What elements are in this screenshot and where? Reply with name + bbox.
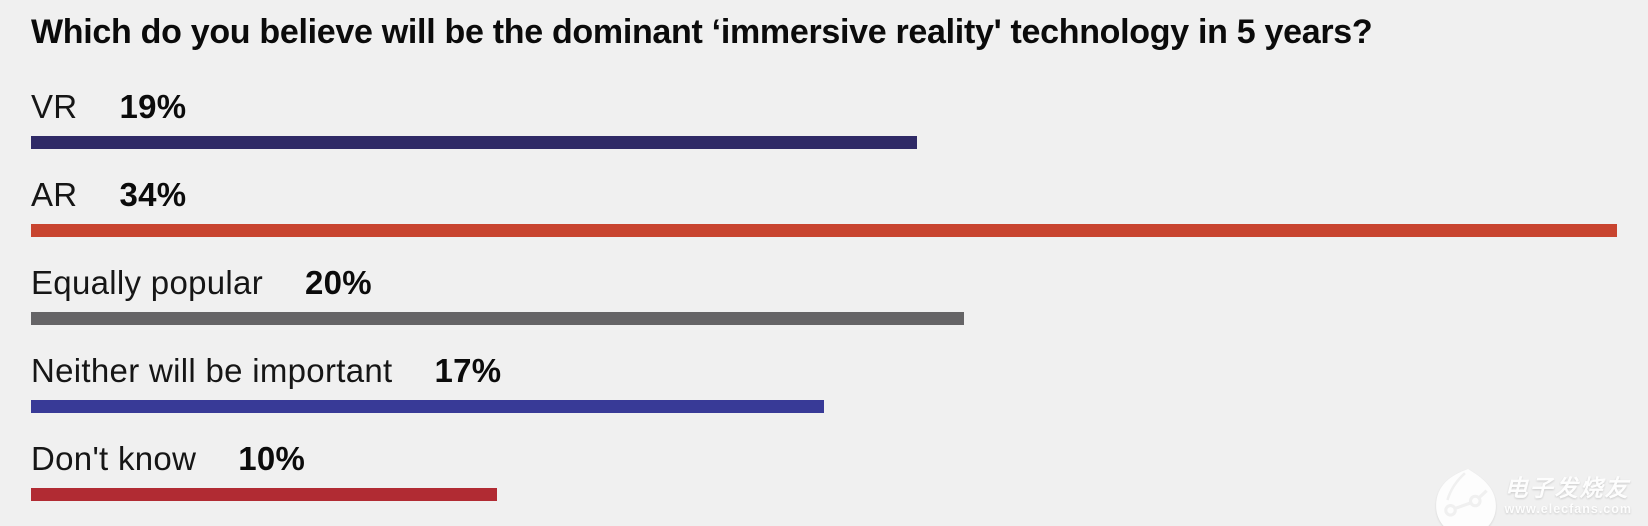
bar-rows: VR 19% AR 34% Equally popular 20% Neithe… — [31, 88, 1617, 501]
category-label: Equally popular — [31, 264, 263, 301]
value-label: 20% — [305, 264, 372, 301]
value-label: 10% — [238, 440, 306, 477]
bar-track — [31, 224, 1617, 237]
category-label: Neither will be important — [31, 352, 393, 389]
bar-row: VR 19% — [31, 88, 1617, 149]
bar-track — [31, 136, 1617, 149]
watermark-url: www.elecfans.com — [1504, 502, 1632, 516]
elecfans-flame-circuit-logo-icon — [1435, 469, 1496, 526]
bar — [31, 224, 1617, 237]
bar — [31, 400, 824, 413]
category-label: Don't know — [31, 440, 197, 477]
category-label: AR — [31, 176, 78, 213]
bar-track — [31, 488, 1617, 501]
bar-row: Don't know 10% — [31, 440, 1617, 501]
bar-row: Equally popular 20% — [31, 264, 1617, 325]
bar — [31, 136, 918, 149]
watermark: 电子发烧友 www.elecfans.com — [1433, 468, 1632, 526]
bar-row: Neither will be important 17% — [31, 352, 1617, 413]
bar — [31, 488, 498, 501]
bar-track — [31, 312, 1617, 325]
bar — [31, 312, 964, 325]
watermark-brand: 电子发烧友 — [1504, 474, 1630, 501]
bar-row: AR 34% — [31, 176, 1617, 237]
bar-track — [31, 400, 1617, 413]
value-label: 19% — [119, 88, 187, 125]
value-label: 34% — [119, 176, 187, 213]
chart-title: Which do you believe will be the dominan… — [31, 13, 1373, 51]
category-label: VR — [31, 88, 78, 125]
value-label: 17% — [434, 352, 502, 389]
